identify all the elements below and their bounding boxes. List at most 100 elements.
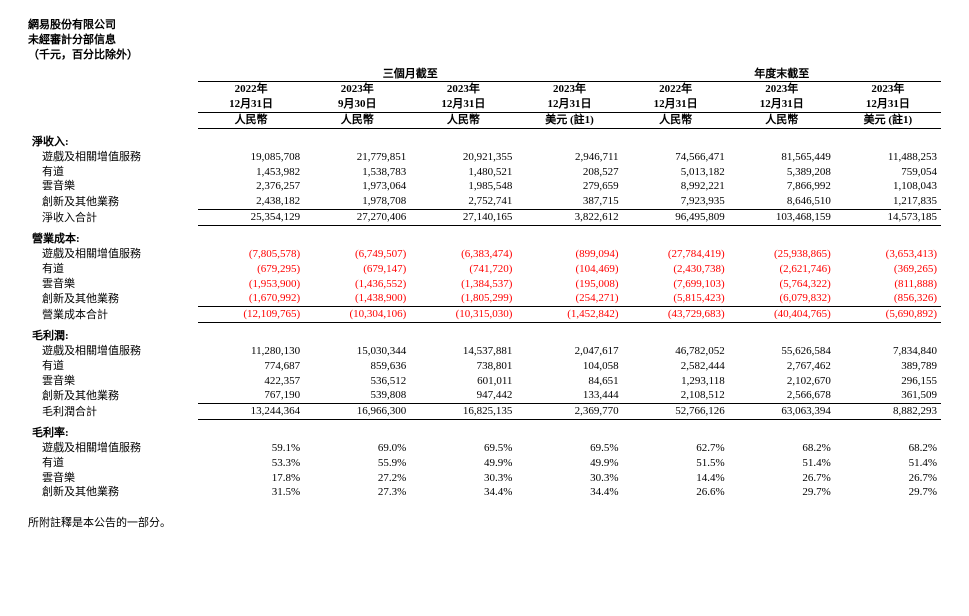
cell: (3,653,413) <box>835 247 941 262</box>
cell: 68.2% <box>729 441 835 456</box>
cell: (1,384,537) <box>410 277 516 292</box>
cell: (6,749,507) <box>304 247 410 262</box>
cell: 51.4% <box>835 456 941 471</box>
cell: 69.0% <box>304 441 410 456</box>
cell: 7,834,840 <box>835 344 941 359</box>
row-label: 雲音樂 <box>28 374 198 389</box>
total-cell: 8,882,293 <box>835 404 941 420</box>
cell: 759,054 <box>835 165 941 180</box>
period-year: 2023年 <box>304 82 410 97</box>
cell: 19,085,708 <box>198 150 304 165</box>
cell: 20,921,355 <box>410 150 516 165</box>
total-cell: 25,354,129 <box>198 210 304 226</box>
cell: (1,953,900) <box>198 277 304 292</box>
cell: 26.7% <box>835 471 941 486</box>
period-year: 2023年 <box>516 82 622 97</box>
cell: 29.7% <box>835 485 941 500</box>
cell: 69.5% <box>410 441 516 456</box>
period-date: 12月31日 <box>516 97 622 112</box>
total-cell: 63,063,394 <box>729 404 835 420</box>
cell: 774,687 <box>198 359 304 374</box>
cell: 29.7% <box>729 485 835 500</box>
cell: 1,217,835 <box>835 194 941 209</box>
cell: 69.5% <box>516 441 622 456</box>
section-title: 營業成本: <box>28 232 198 247</box>
cell: 30.3% <box>410 471 516 486</box>
period-date: 12月31日 <box>410 97 516 112</box>
cell: 738,801 <box>410 359 516 374</box>
cell: 1,985,548 <box>410 179 516 194</box>
cell: (6,383,474) <box>410 247 516 262</box>
cell: 859,636 <box>304 359 410 374</box>
cell: 1,108,043 <box>835 179 941 194</box>
period-date: 12月31日 <box>623 97 729 112</box>
period-year: 2023年 <box>835 82 941 97</box>
period-year: 2023年 <box>729 82 835 97</box>
report-title: 未經審計分部信息 <box>28 33 941 48</box>
segment-table: 三個月截至年度末截至2022年2023年2023年2023年2022年2023年… <box>28 67 941 501</box>
cell: 49.9% <box>410 456 516 471</box>
cell: 55,626,584 <box>729 344 835 359</box>
total-cell: 103,468,159 <box>729 210 835 226</box>
row-label: 創新及其他業務 <box>28 291 198 306</box>
row-label: 創新及其他業務 <box>28 194 198 209</box>
cell: 8,646,510 <box>729 194 835 209</box>
row-label: 有道 <box>28 359 198 374</box>
cell: 51.5% <box>623 456 729 471</box>
period-currency: 人民幣 <box>623 113 729 129</box>
total-cell: 52,766,126 <box>623 404 729 420</box>
period-date: 12月31日 <box>729 97 835 112</box>
total-cell: 3,822,612 <box>516 210 622 226</box>
cell: 104,058 <box>516 359 622 374</box>
cell: (2,430,738) <box>623 262 729 277</box>
cell: 81,565,449 <box>729 150 835 165</box>
total-cell: 27,140,165 <box>410 210 516 226</box>
cell: (899,094) <box>516 247 622 262</box>
cell: 767,190 <box>198 388 304 403</box>
row-label: 有道 <box>28 456 198 471</box>
cell: 30.3% <box>516 471 622 486</box>
cell: (5,764,322) <box>729 277 835 292</box>
cell: 14.4% <box>623 471 729 486</box>
total-cell: 27,270,406 <box>304 210 410 226</box>
cell: 49.9% <box>516 456 622 471</box>
cell: 5,389,208 <box>729 165 835 180</box>
footnote: 所附註釋是本公告的一部分。 <box>28 514 941 530</box>
period-currency: 人民幣 <box>729 113 835 129</box>
cell: (104,469) <box>516 262 622 277</box>
cell: 1,538,783 <box>304 165 410 180</box>
total-cell: 14,573,185 <box>835 210 941 226</box>
company-name: 網易股份有限公司 <box>28 18 941 33</box>
cell: 2,047,617 <box>516 344 622 359</box>
cell: 51.4% <box>729 456 835 471</box>
section-title: 毛利率: <box>28 426 198 441</box>
total-cell: (40,404,765) <box>729 307 835 323</box>
cell: 21,779,851 <box>304 150 410 165</box>
total-cell: (43,729,683) <box>623 307 729 323</box>
total-cell: (1,452,842) <box>516 307 622 323</box>
cell: 1,978,708 <box>304 194 410 209</box>
total-cell: (10,304,106) <box>304 307 410 323</box>
cell: 8,992,221 <box>623 179 729 194</box>
period-currency: 人民幣 <box>304 113 410 129</box>
cell: 2,438,182 <box>198 194 304 209</box>
total-cell: (10,315,030) <box>410 307 516 323</box>
cell: (7,699,103) <box>623 277 729 292</box>
cell: 27.2% <box>304 471 410 486</box>
cell: (369,265) <box>835 262 941 277</box>
period-year: 2023年 <box>410 82 516 97</box>
cell: 279,659 <box>516 179 622 194</box>
cell: 536,512 <box>304 374 410 389</box>
cell: 539,808 <box>304 388 410 403</box>
cell: 1,973,064 <box>304 179 410 194</box>
cell: 2,752,741 <box>410 194 516 209</box>
row-label: 雲音樂 <box>28 471 198 486</box>
cell: 14,537,881 <box>410 344 516 359</box>
cell: (1,436,552) <box>304 277 410 292</box>
cell: 422,357 <box>198 374 304 389</box>
cell: 5,013,182 <box>623 165 729 180</box>
period-date: 9月30日 <box>304 97 410 112</box>
row-label: 遊戲及相關增值服務 <box>28 344 198 359</box>
cell: (811,888) <box>835 277 941 292</box>
row-label: 遊戲及相關增值服務 <box>28 150 198 165</box>
